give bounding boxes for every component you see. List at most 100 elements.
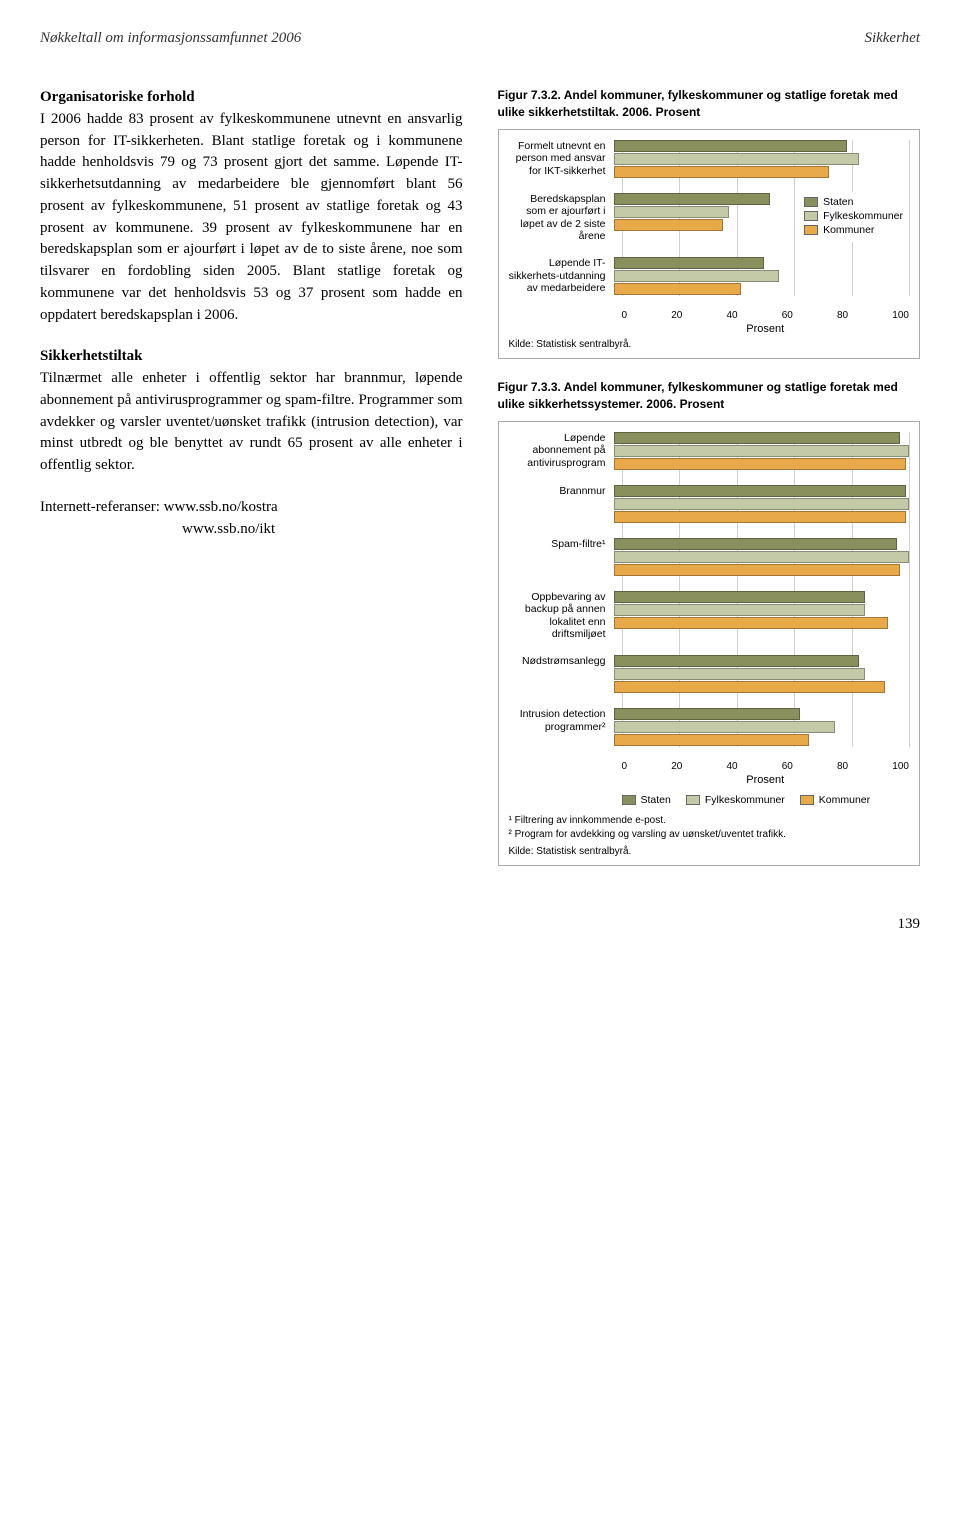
legend-swatch	[804, 211, 818, 221]
legend-item: Staten	[804, 196, 903, 208]
chart-tick: 40	[726, 310, 737, 321]
chart-bar	[614, 538, 898, 550]
section2-body: Tilnærmet alle enheter i offentlig sekto…	[40, 370, 463, 473]
chart-bar	[614, 458, 907, 470]
right-column: Figur 7.3.2. Andel kommuner, fylkeskommu…	[498, 87, 921, 886]
chart-bar	[614, 668, 865, 680]
chart-tick: 100	[892, 310, 909, 321]
footnote-1: ¹ Filtrering av innkommende e-post.	[509, 814, 910, 828]
chart-category: Spam-filtre¹	[509, 538, 910, 577]
chart-tick: 0	[622, 310, 628, 321]
legend-item: Staten	[622, 794, 671, 806]
legend-label: Staten	[823, 196, 853, 208]
chart-bars	[614, 591, 910, 630]
chart-bar	[614, 564, 901, 576]
chart-bar	[614, 257, 765, 269]
chart-bar	[614, 153, 859, 165]
chart1: Formelt utnevnt en person med ansvar for…	[498, 129, 921, 359]
chart-category-label: Løpende abonnement på antivirusprogram	[509, 432, 614, 470]
chart-category-label: Intrusion detection programmer²	[509, 708, 614, 733]
chart-category-label: Nødstrømsanlegg	[509, 655, 614, 668]
chart-category-label: Formelt utnevnt en person med ansvar for…	[509, 140, 614, 178]
chart-bar	[614, 708, 800, 720]
section2-heading: Sikkerhetstiltak	[40, 348, 143, 364]
chart-bar	[614, 617, 889, 629]
chart-tick: 20	[671, 761, 682, 772]
chart1-title: Figur 7.3.2. Andel kommuner, fylkeskommu…	[498, 87, 921, 121]
chart-bar	[614, 734, 809, 746]
chart-category: Nødstrømsanlegg	[509, 655, 910, 694]
chart-tick: 60	[782, 310, 793, 321]
chart-bar	[614, 721, 836, 733]
chart-bar	[614, 283, 741, 295]
chart-bars	[614, 485, 910, 524]
legend-label: Fylkeskommuner	[823, 210, 903, 222]
chart-bar	[614, 140, 847, 152]
legend-item: Kommuner	[804, 224, 903, 236]
chart-bar	[614, 498, 910, 510]
chart-bar	[614, 270, 779, 282]
footnote-2: ² Program for avdekking og varsling av u…	[509, 828, 910, 842]
chart2: Løpende abonnement på antivirusprogram Br…	[498, 421, 921, 866]
chart-category-label: Beredskapsplan som er ajourført i løpet …	[509, 193, 614, 243]
internet-references: Internett-referanser: www.ssb.no/kostra …	[40, 497, 463, 541]
chart2-title: Figur 7.3.3. Andel kommuner, fylkeskommu…	[498, 379, 921, 413]
legend-label: Kommuner	[823, 224, 874, 236]
chart-tick: 40	[726, 761, 737, 772]
chart-bar	[614, 681, 886, 693]
legend-label: Kommuner	[819, 794, 870, 806]
chart-category-label: Oppbevaring av backup på annen lokalitet…	[509, 591, 614, 641]
chart-xlabel: Prosent	[622, 323, 910, 335]
chart-bar	[614, 551, 910, 563]
chart-bar	[614, 206, 729, 218]
chart-tick: 0	[622, 761, 628, 772]
header-right: Sikkerhet	[864, 30, 920, 47]
page-number: 139	[40, 916, 920, 933]
chart-category: Intrusion detection programmer²	[509, 708, 910, 747]
legend-label: Staten	[641, 794, 671, 806]
legend-item: Fylkeskommuner	[686, 794, 785, 806]
legend-swatch	[622, 795, 636, 805]
chart-source: Kilde: Statistisk sentralbyrå.	[509, 846, 910, 857]
chart-bars	[614, 257, 910, 296]
chart-source: Kilde: Statistisk sentralbyrå.	[509, 339, 910, 350]
internet-ref-2: www.ssb.no/ikt	[182, 521, 275, 537]
chart-bar	[614, 591, 865, 603]
chart-legend-bottom: Staten Fylkeskommuner Kommuner	[622, 794, 910, 808]
chart-bars	[614, 655, 910, 694]
chart-axis: 020406080100	[622, 761, 910, 772]
left-column: Organisatoriske forhold I 2006 hadde 83 …	[40, 87, 463, 886]
chart-bars	[614, 432, 910, 471]
chart-bar	[614, 511, 907, 523]
chart-bar	[614, 219, 723, 231]
chart-category: Oppbevaring av backup på annen lokalitet…	[509, 591, 910, 641]
chart-category-label: Spam-filtre¹	[509, 538, 614, 551]
chart-bars	[614, 140, 910, 179]
chart-bars	[614, 538, 910, 577]
chart-tick: 60	[782, 761, 793, 772]
chart-category: Løpende IT-sikkerhets-utdanning av medar…	[509, 257, 910, 296]
section1-body: I 2006 hadde 83 prosent av fylkeskommune…	[40, 111, 463, 323]
legend-swatch	[686, 795, 700, 805]
internet-ref-label: Internett-referanser:	[40, 499, 160, 515]
chart-tick: 80	[837, 761, 848, 772]
header-left: Nøkkeltall om informasjonssamfunnet 2006	[40, 30, 301, 47]
section-organisatoriske: Organisatoriske forhold I 2006 hadde 83 …	[40, 87, 463, 326]
main-columns: Organisatoriske forhold I 2006 hadde 83 …	[40, 87, 920, 886]
chart-category-label: Løpende IT-sikkerhets-utdanning av medar…	[509, 257, 614, 295]
chart-bar	[614, 432, 901, 444]
chart-category: Løpende abonnement på antivirusprogram	[509, 432, 910, 471]
chart-category: Formelt utnevnt en person med ansvar for…	[509, 140, 910, 179]
legend-swatch	[804, 197, 818, 207]
chart-category: Brannmur	[509, 485, 910, 524]
chart-footnotes: ¹ Filtrering av innkommende e-post.² Pro…	[509, 814, 910, 842]
chart-xlabel: Prosent	[622, 774, 910, 786]
chart-bars	[614, 708, 910, 747]
section-sikkerhetstiltak: Sikkerhetstiltak Tilnærmet alle enheter …	[40, 346, 463, 477]
chart-category-label: Brannmur	[509, 485, 614, 498]
chart-bar	[614, 193, 771, 205]
legend-label: Fylkeskommuner	[705, 794, 785, 806]
chart-bar	[614, 166, 830, 178]
internet-ref-1: www.ssb.no/kostra	[164, 499, 278, 515]
chart-bar	[614, 655, 859, 667]
